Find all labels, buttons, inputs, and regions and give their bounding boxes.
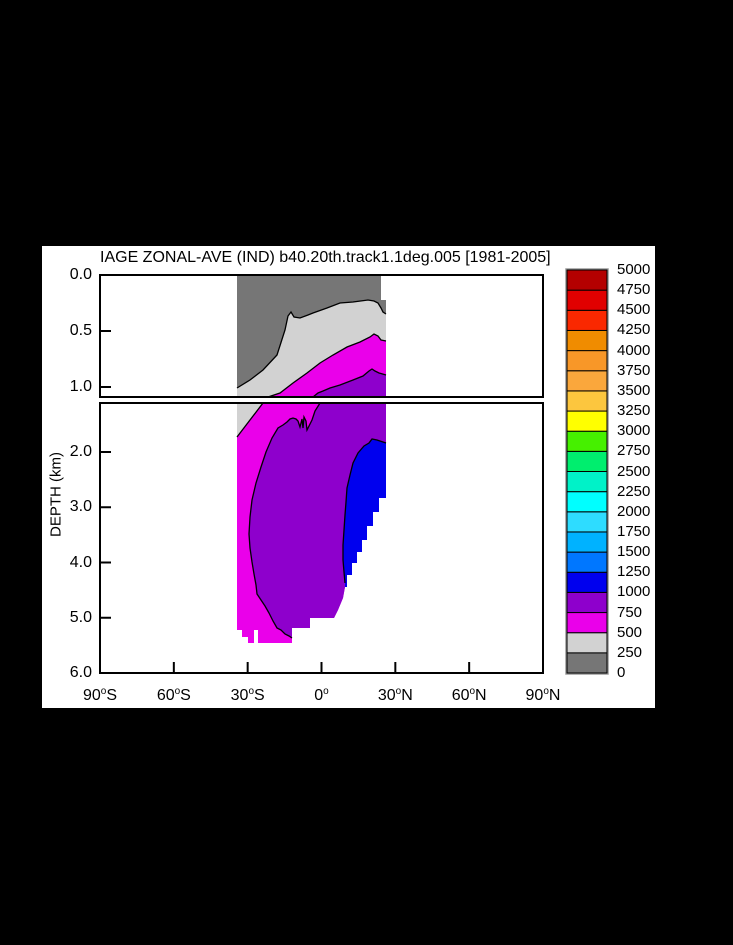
contour-line-250	[236, 299, 387, 389]
contour-line-500	[267, 333, 387, 397]
contour-line-1000	[342, 438, 387, 584]
colorbar-box-1000-1250	[566, 571, 608, 593]
y-axis-label: DEPTH (km)	[47, 452, 65, 537]
x-tick-label: 30oS	[230, 686, 265, 704]
x-tick-label: 60oN	[451, 686, 487, 704]
upper-ocean-0-1km-regions	[237, 275, 386, 397]
colorbar-label: 5000	[617, 261, 651, 278]
colorbar-label: 2750	[617, 442, 651, 460]
colorbar-box-2500-2750	[566, 450, 608, 473]
colorbar-box-500-750	[566, 612, 608, 634]
y-tick-label: 3.0	[69, 498, 92, 516]
colorbar-box-250-500	[566, 632, 608, 654]
colorbar-label: 4750	[617, 281, 651, 299]
y-tick-label: 4.0	[69, 553, 92, 571]
y-tick-label: 0.0	[69, 266, 92, 283]
colorbar-box-0-250	[566, 652, 608, 674]
deep-ocean-1-6km-contours	[236, 403, 387, 639]
colorbar-label: 1250	[617, 563, 651, 581]
upper-ocean-0-1km-contours	[236, 299, 387, 397]
colorbar-label: 3750	[617, 361, 651, 379]
colorbar-box-4250-4500	[566, 309, 608, 331]
region-750-1000	[313, 369, 386, 397]
colorbar-label: 2000	[617, 502, 651, 520]
colorbar-label: 750	[617, 603, 643, 621]
colorbar-label: 0	[617, 664, 626, 681]
contour-line-750	[312, 368, 387, 397]
colorbar-box-3250-3500	[566, 390, 608, 412]
colorbar-label: 4500	[617, 301, 651, 319]
contour-line-500	[236, 403, 264, 438]
y-tick-label: 2.0	[69, 443, 92, 460]
x-tick-label: 90oS	[82, 686, 118, 704]
colorbar-box-3750-4000	[566, 350, 608, 372]
x-tick-label: 90oN	[525, 686, 561, 704]
colorbar-label: 500	[617, 623, 643, 641]
colorbar-label: 1750	[617, 522, 651, 540]
colorbar-box-3500-3750	[566, 370, 608, 392]
colorbar-label: 3000	[617, 422, 651, 440]
x-tick-label: 30oN	[377, 686, 413, 704]
y-tick-label: 5.0	[69, 608, 92, 626]
colorbar-label: 1000	[617, 583, 651, 601]
colorbar-outline	[565, 268, 609, 675]
y-tick-label: 6.0	[69, 664, 92, 681]
colorbar-label: 4250	[617, 321, 651, 339]
colorbar-label: 3250	[617, 402, 651, 420]
colorbar-label: 250	[617, 643, 643, 661]
colorbar-box-4750-5000	[566, 269, 608, 291]
colorbar-box-1750-2000	[566, 511, 608, 533]
y-tick-label: 1.0	[69, 378, 92, 395]
colorbar-label: 2250	[617, 482, 651, 500]
deep-ocean-1-6km-regions	[237, 403, 386, 643]
contour-line-750	[248, 403, 321, 639]
region-1000-1250	[343, 439, 386, 587]
colorbar-box-3000-3250	[566, 410, 608, 432]
colorbar-box-1250-1500	[566, 551, 608, 573]
x-tick-label: 0o	[314, 686, 329, 704]
colorbar-box-2000-2250	[566, 491, 608, 513]
x-tick-label: 60oS	[156, 686, 191, 704]
colorbar-box-2750-3000	[566, 430, 608, 452]
colorbar-label: 1500	[617, 543, 651, 561]
colorbar-box-1500-1750	[566, 531, 608, 553]
colorbar-box-4500-4750	[566, 289, 608, 311]
colorbar-box-750-1000	[566, 591, 608, 614]
colorbar-label: 4000	[617, 341, 651, 359]
colorbar-label: 2500	[617, 462, 651, 480]
colorbar-label: 3500	[617, 381, 651, 399]
upper-panel-frame	[99, 274, 544, 398]
chart-title: IAGE ZONAL-AVE (IND) b40.20th.track1.1de…	[100, 249, 551, 266]
y-tick-label: 0.5	[69, 322, 92, 339]
colorbar-box-2250-2500	[566, 471, 608, 493]
colorbar-box-4000-4250	[566, 329, 608, 352]
region-750-1000	[249, 403, 386, 638]
